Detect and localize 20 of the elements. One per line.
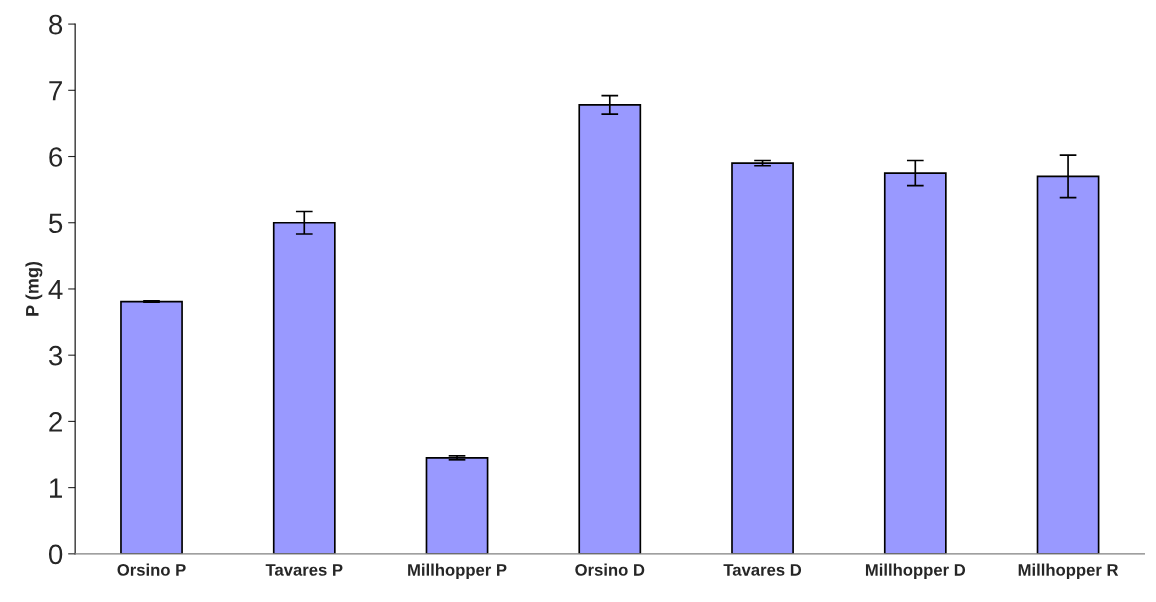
x-tick-label: Tavares P xyxy=(265,564,343,576)
y-tick-label: 5 xyxy=(49,213,63,234)
y-tick-label: 7 xyxy=(49,81,62,101)
y-tick-label: 6 xyxy=(49,147,63,167)
x-tick-label: Orsino D xyxy=(575,563,645,576)
y-tick-label: 1 xyxy=(50,478,62,498)
x-tick-label: Millhopper D xyxy=(865,563,966,580)
x-tick-label: Tavares D xyxy=(723,564,802,576)
bar xyxy=(425,456,489,554)
x-tick-label: Orsino P xyxy=(117,563,186,576)
bar xyxy=(120,300,183,554)
y-tick-label: 3 xyxy=(48,345,63,366)
y-tick-label: 2 xyxy=(49,412,62,432)
y-tick-label: 0 xyxy=(48,544,63,565)
bar xyxy=(731,162,794,554)
y-tick-label: 4 xyxy=(48,279,63,300)
x-tick-label: Millhopper P xyxy=(408,563,507,580)
x-tick-label: Millhopper R xyxy=(1018,563,1119,580)
y-tick-label: 8 xyxy=(49,14,63,35)
y-axis-title: P (mg) xyxy=(25,261,43,316)
